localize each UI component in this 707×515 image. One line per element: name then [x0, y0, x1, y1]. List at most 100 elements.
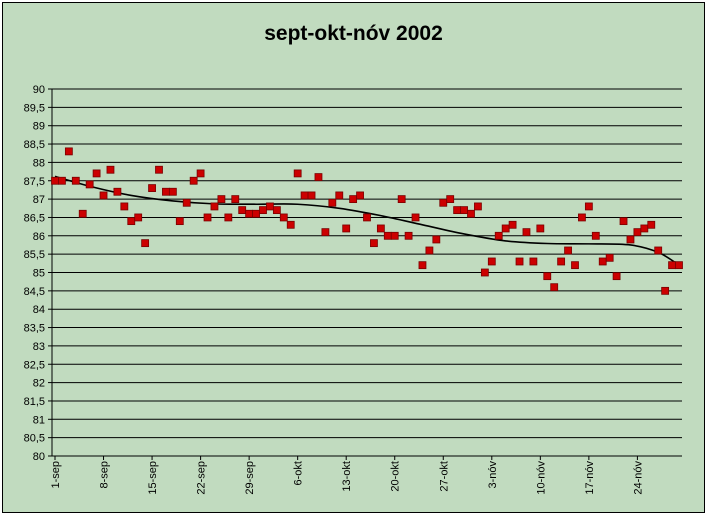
data-point — [578, 213, 586, 222]
x-tick-label: 8-sep — [99, 461, 111, 489]
data-point — [259, 206, 267, 215]
data-point — [363, 213, 371, 222]
data-point — [661, 286, 670, 295]
data-point — [51, 176, 59, 185]
data-point — [370, 239, 378, 248]
y-tick-label: 88,5 — [24, 139, 45, 151]
data-point — [300, 191, 309, 200]
x-tick-label: 3-nóv — [487, 461, 499, 489]
data-point — [460, 206, 468, 215]
y-tick-label: 86,5 — [24, 212, 45, 224]
y-tick-label: 89,5 — [24, 102, 45, 114]
y-tick-label: 81 — [33, 414, 45, 426]
data-point — [162, 187, 170, 196]
data-point — [501, 224, 510, 233]
y-tick-label: 80,5 — [24, 433, 45, 445]
trendline — [54, 175, 680, 266]
data-point — [605, 253, 614, 262]
data-point — [591, 231, 600, 240]
data-point — [99, 191, 108, 200]
data-point — [550, 283, 559, 292]
data-point — [446, 195, 455, 204]
data-point — [522, 228, 531, 237]
data-point — [480, 268, 489, 277]
y-tick-label: 83 — [33, 341, 45, 353]
y-tick-label: 82,5 — [24, 359, 45, 371]
data-points — [51, 147, 683, 295]
data-point — [598, 257, 607, 266]
data-point — [487, 257, 496, 266]
data-point — [64, 147, 73, 156]
data-point — [231, 195, 240, 204]
data-point — [536, 224, 545, 233]
data-point — [584, 202, 593, 211]
data-point — [203, 213, 212, 222]
data-point — [557, 257, 566, 266]
data-point — [529, 257, 538, 266]
data-point — [175, 217, 184, 226]
axes — [48, 88, 682, 460]
data-point — [467, 209, 475, 218]
data-point — [342, 224, 351, 233]
data-point — [279, 213, 288, 222]
data-point — [619, 217, 628, 226]
data-point — [668, 261, 676, 270]
data-point — [168, 187, 177, 196]
data-point — [155, 165, 163, 174]
y-tick-label: 89 — [33, 121, 45, 133]
data-point — [127, 217, 136, 226]
data-point — [640, 224, 649, 233]
data-point — [425, 246, 434, 255]
data-point — [356, 191, 364, 200]
y-tick-label: 90 — [33, 84, 45, 96]
data-point — [432, 235, 441, 244]
y-tick-label: 87,5 — [24, 176, 45, 188]
data-point — [58, 176, 66, 185]
x-tick-label: 10-nóv — [535, 461, 547, 495]
trendline-curve — [54, 175, 680, 266]
data-point — [654, 246, 663, 255]
x-tick-label: 13-okt — [341, 461, 353, 492]
data-point — [494, 231, 503, 240]
data-point — [266, 202, 274, 211]
y-tick-label: 88 — [33, 157, 45, 169]
gridlines — [52, 88, 682, 457]
y-tick-label: 84 — [33, 304, 45, 316]
y-tick-label: 83,5 — [24, 323, 45, 335]
y-tick-label: 85 — [33, 268, 45, 280]
data-point — [71, 176, 80, 185]
y-tick-label: 82 — [33, 378, 45, 390]
data-point — [647, 220, 656, 229]
data-point — [272, 206, 281, 215]
data-point — [238, 206, 247, 215]
y-tick-label: 84,5 — [24, 286, 45, 298]
data-point — [321, 228, 330, 237]
data-point — [92, 169, 101, 178]
data-point — [134, 213, 143, 222]
data-point — [612, 272, 621, 281]
x-tick-label: 1-sep — [50, 461, 62, 489]
data-point — [210, 202, 219, 211]
data-point — [571, 261, 579, 270]
data-point — [626, 235, 635, 244]
data-point — [390, 231, 399, 240]
data-point — [189, 176, 198, 185]
data-point — [106, 165, 115, 174]
data-point — [217, 195, 226, 204]
y-tick-label: 81,5 — [24, 396, 45, 408]
chart-title: sept-okt-nóv 2002 — [264, 22, 443, 45]
data-point — [141, 239, 150, 248]
x-tick-label: 6-okt — [293, 461, 305, 485]
data-point — [411, 213, 420, 222]
data-point — [453, 206, 462, 215]
data-point — [328, 198, 337, 207]
data-point — [383, 231, 392, 240]
x-tick-labels: 1-sep 8-sep 15-sep 22-sep 29-sep 6-okt 13-okt 2… — [50, 461, 644, 495]
x-tick-label: 27-okt — [438, 461, 450, 492]
data-point — [515, 257, 524, 266]
x-tick-label: 15-sep — [147, 461, 159, 495]
x-tick-label: 22-sep — [196, 461, 208, 495]
data-point — [286, 220, 295, 229]
data-point — [224, 213, 233, 222]
